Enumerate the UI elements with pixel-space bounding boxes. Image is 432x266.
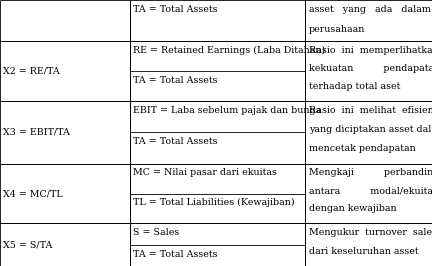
Text: dengan kewajiban: dengan kewajiban bbox=[309, 204, 397, 213]
Text: Mengkaji          perbandingan: Mengkaji perbandingan bbox=[309, 168, 432, 177]
Bar bbox=[130, 223, 305, 266]
Text: Mengukur  turnover  sales: Mengukur turnover sales bbox=[309, 228, 432, 237]
Text: antara          modal/ekuitas: antara modal/ekuitas bbox=[309, 186, 432, 195]
Text: TA = Total Assets: TA = Total Assets bbox=[133, 5, 218, 14]
Text: S = Sales: S = Sales bbox=[133, 228, 180, 237]
Bar bbox=[305, 41, 432, 101]
Text: TL = Total Liabilities (Kewajiban): TL = Total Liabilities (Kewajiban) bbox=[133, 198, 295, 207]
Bar bbox=[130, 41, 305, 101]
Bar bbox=[305, 101, 432, 164]
Bar bbox=[305, 164, 432, 223]
Text: Rasio  ini  melihat  efisiensi: Rasio ini melihat efisiensi bbox=[309, 106, 432, 115]
Text: TA = Total Assets: TA = Total Assets bbox=[133, 76, 218, 85]
Bar bbox=[130, 164, 305, 223]
Text: Rasio  ini  memperlihatkan: Rasio ini memperlihatkan bbox=[309, 46, 432, 55]
Text: kekuatan          pendapatan: kekuatan pendapatan bbox=[309, 64, 432, 73]
Bar bbox=[0, 223, 130, 266]
Text: perusahaan: perusahaan bbox=[309, 25, 365, 34]
Bar bbox=[130, 0, 305, 41]
Text: X5 = S/TA: X5 = S/TA bbox=[3, 240, 53, 249]
Text: TA = Total Assets: TA = Total Assets bbox=[133, 250, 218, 259]
Bar bbox=[0, 0, 130, 41]
Text: MC = Nilai pasar dari ekuitas: MC = Nilai pasar dari ekuitas bbox=[133, 168, 277, 177]
Bar bbox=[305, 223, 432, 266]
Text: X3 = EBIT/TA: X3 = EBIT/TA bbox=[3, 128, 70, 137]
Text: X4 = MC/TL: X4 = MC/TL bbox=[3, 189, 63, 198]
Text: asset   yang   ada   dalam: asset yang ada dalam bbox=[309, 5, 431, 14]
Text: dari keseluruhan asset: dari keseluruhan asset bbox=[309, 247, 419, 256]
Bar bbox=[0, 164, 130, 223]
Bar bbox=[0, 101, 130, 164]
Bar bbox=[130, 101, 305, 164]
Text: mencetak pendapatan: mencetak pendapatan bbox=[309, 144, 416, 153]
Text: terhadap total aset: terhadap total aset bbox=[309, 82, 400, 91]
Text: TA = Total Assets: TA = Total Assets bbox=[133, 137, 218, 146]
Text: yang diciptakan asset dalam: yang diciptakan asset dalam bbox=[309, 125, 432, 134]
Text: X2 = RE/TA: X2 = RE/TA bbox=[3, 67, 60, 76]
Text: RE = Retained Earnings (Laba Ditahan): RE = Retained Earnings (Laba Ditahan) bbox=[133, 46, 326, 55]
Bar bbox=[305, 0, 432, 41]
Text: EBIT = Laba sebelum pajak dan bunga: EBIT = Laba sebelum pajak dan bunga bbox=[133, 106, 322, 115]
Bar bbox=[0, 41, 130, 101]
